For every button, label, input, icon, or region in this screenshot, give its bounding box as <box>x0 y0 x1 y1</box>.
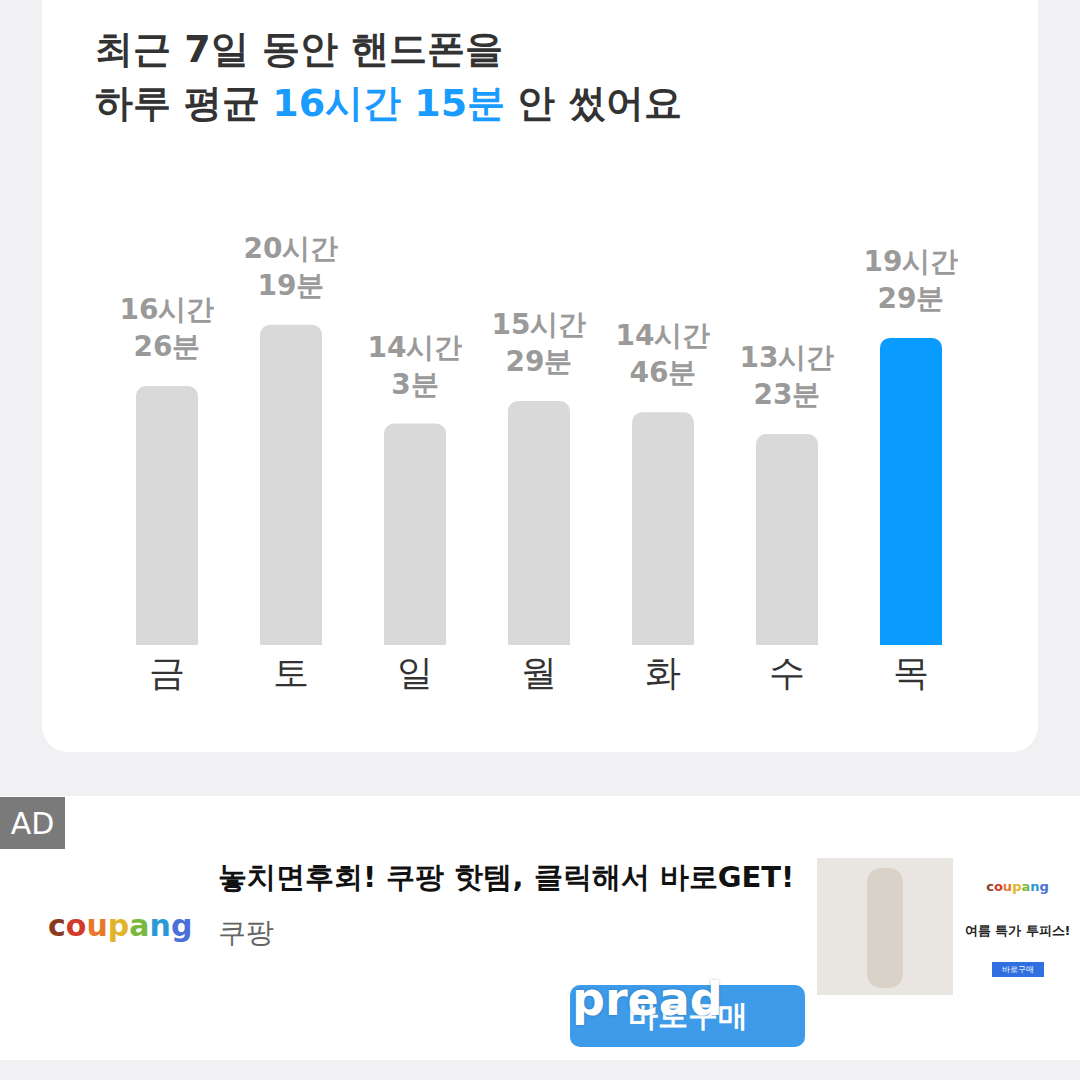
html-text:c o u p a n g: c o u p a n g <box>48 908 193 943</box>
svg-text:3분: 3분 <box>391 368 438 401</box>
svg-text:14시간: 14시간 <box>368 331 463 364</box>
svg-text:금: 금 <box>149 652 185 693</box>
html-text:바로구매: 바로구매 <box>627 997 748 1033</box>
html-text:AD: AD <box>10 805 55 841</box>
svg-text:15시간: 15시간 <box>492 308 587 341</box>
svg-text:29분: 29분 <box>878 282 945 315</box>
html-text:바로구매: 바로구매 <box>1002 965 1034 974</box>
svg-text:목: 목 <box>893 652 929 693</box>
svg-text:수: 수 <box>769 652 805 693</box>
svg-text:16시간: 16시간 <box>120 293 215 326</box>
svg-text:13시간: 13시간 <box>740 341 835 374</box>
svg-text:19시간: 19시간 <box>864 245 959 278</box>
html-text:여름 특가 투피스!: 여름 특가 투피스! <box>964 923 1071 938</box>
html-text:하루 평균 16시간 15분 안 썼어요: 하루 평균 16시간 15분 안 썼어요 <box>95 81 683 125</box>
svg-text:46분: 46분 <box>630 356 697 389</box>
html-text:pread: pread <box>572 972 723 1026</box>
svg-text:월: 월 <box>521 652 557 693</box>
svg-text:일: 일 <box>397 652 433 693</box>
svg-text:29분: 29분 <box>506 345 573 378</box>
html-text:놓치면후회! 쿠팡 핫템, 클릭해서 바로GET!: 놓치면후회! 쿠팡 핫템, 클릭해서 바로GET! <box>218 860 795 894</box>
html-text:쿠팡: 쿠팡 <box>218 916 274 949</box>
html-text:최근 7일 동안 핸드폰을: 최근 7일 동안 핸드폰을 <box>95 27 504 71</box>
svg-text:19분: 19분 <box>258 269 325 302</box>
svg-text:20시간: 20시간 <box>244 232 339 265</box>
svg-text:23분: 23분 <box>754 378 821 411</box>
svg-text:토: 토 <box>273 652 309 693</box>
svg-text:화: 화 <box>645 652 681 693</box>
svg-text:26분: 26분 <box>134 330 201 363</box>
html-text:c o u p a n g: c o u p a n g <box>986 879 1049 894</box>
svg-text:14시간: 14시간 <box>616 319 711 352</box>
